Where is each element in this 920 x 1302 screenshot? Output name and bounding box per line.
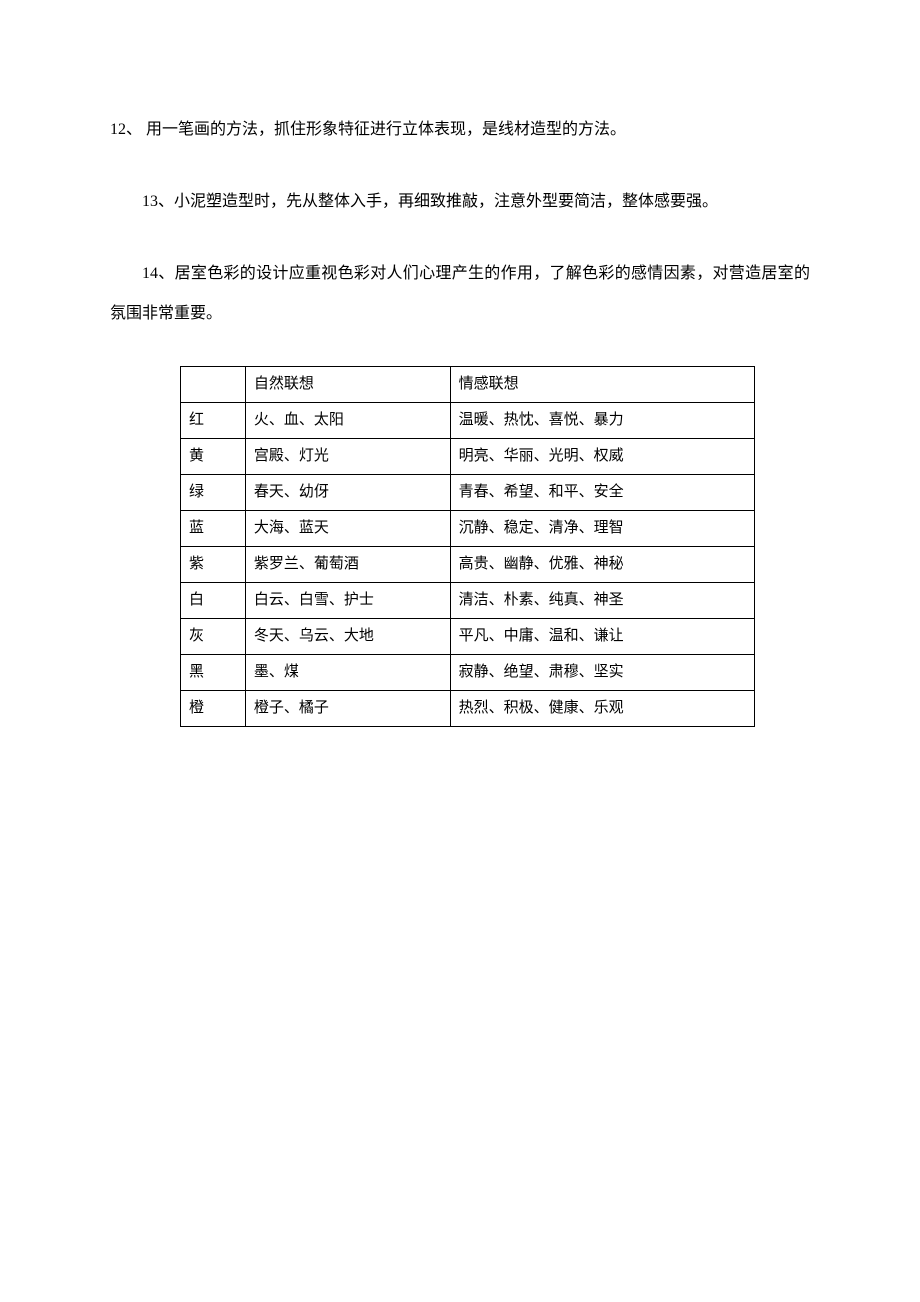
cell-color: 蓝 — [181, 511, 246, 547]
table-row: 灰 冬天、乌云、大地 平凡、中庸、温和、谦让 — [181, 619, 755, 655]
cell-emotion: 高贵、幽静、优雅、神秘 — [450, 547, 754, 583]
cell-nature: 宫殿、灯光 — [245, 439, 450, 475]
cell-nature: 春天、幼伢 — [245, 475, 450, 511]
table-row: 紫 紫罗兰、葡萄酒 高贵、幽静、优雅、神秘 — [181, 547, 755, 583]
cell-color: 白 — [181, 583, 246, 619]
table-row: 橙 橙子、橘子 热烈、积极、健康、乐观 — [181, 691, 755, 727]
cell-color: 灰 — [181, 619, 246, 655]
cell-emotion: 沉静、稳定、清净、理智 — [450, 511, 754, 547]
table-row: 蓝 大海、蓝天 沉静、稳定、清净、理智 — [181, 511, 755, 547]
header-emotion: 情感联想 — [450, 367, 754, 403]
cell-color: 黄 — [181, 439, 246, 475]
table-row: 黑 墨、煤 寂静、绝望、肃穆、坚实 — [181, 655, 755, 691]
cell-color: 黑 — [181, 655, 246, 691]
cell-color: 紫 — [181, 547, 246, 583]
cell-nature: 橙子、橘子 — [245, 691, 450, 727]
color-association-table: 自然联想 情感联想 红 火、血、太阳 温暖、热忱、喜悦、暴力 黄 宫殿、灯光 明… — [180, 366, 755, 727]
cell-nature: 紫罗兰、葡萄酒 — [245, 547, 450, 583]
cell-emotion: 温暖、热忱、喜悦、暴力 — [450, 403, 754, 439]
paragraph-14: 14、居室色彩的设计应重视色彩对人们心理产生的作用，了解色彩的感情因素，对营造居… — [110, 254, 810, 334]
table-row: 黄 宫殿、灯光 明亮、华丽、光明、权威 — [181, 439, 755, 475]
cell-nature: 冬天、乌云、大地 — [245, 619, 450, 655]
cell-emotion: 寂静、绝望、肃穆、坚实 — [450, 655, 754, 691]
cell-nature: 墨、煤 — [245, 655, 450, 691]
paragraph-12: 12、 用一笔画的方法，抓住形象特征进行立体表现，是线材造型的方法。 — [110, 110, 810, 150]
table-row: 红 火、血、太阳 温暖、热忱、喜悦、暴力 — [181, 403, 755, 439]
header-color — [181, 367, 246, 403]
cell-color: 绿 — [181, 475, 246, 511]
table-header-row: 自然联想 情感联想 — [181, 367, 755, 403]
cell-nature: 白云、白雪、护士 — [245, 583, 450, 619]
cell-nature: 火、血、太阳 — [245, 403, 450, 439]
cell-color: 橙 — [181, 691, 246, 727]
cell-emotion: 青春、希望、和平、安全 — [450, 475, 754, 511]
cell-nature: 大海、蓝天 — [245, 511, 450, 547]
cell-emotion: 清洁、朴素、纯真、神圣 — [450, 583, 754, 619]
cell-emotion: 热烈、积极、健康、乐观 — [450, 691, 754, 727]
table-row: 绿 春天、幼伢 青春、希望、和平、安全 — [181, 475, 755, 511]
cell-emotion: 平凡、中庸、温和、谦让 — [450, 619, 754, 655]
paragraph-13: 13、小泥塑造型时，先从整体入手，再细致推敲，注意外型要简洁，整体感要强。 — [110, 182, 810, 222]
table-row: 白 白云、白雪、护士 清洁、朴素、纯真、神圣 — [181, 583, 755, 619]
cell-emotion: 明亮、华丽、光明、权威 — [450, 439, 754, 475]
header-nature: 自然联想 — [245, 367, 450, 403]
cell-color: 红 — [181, 403, 246, 439]
